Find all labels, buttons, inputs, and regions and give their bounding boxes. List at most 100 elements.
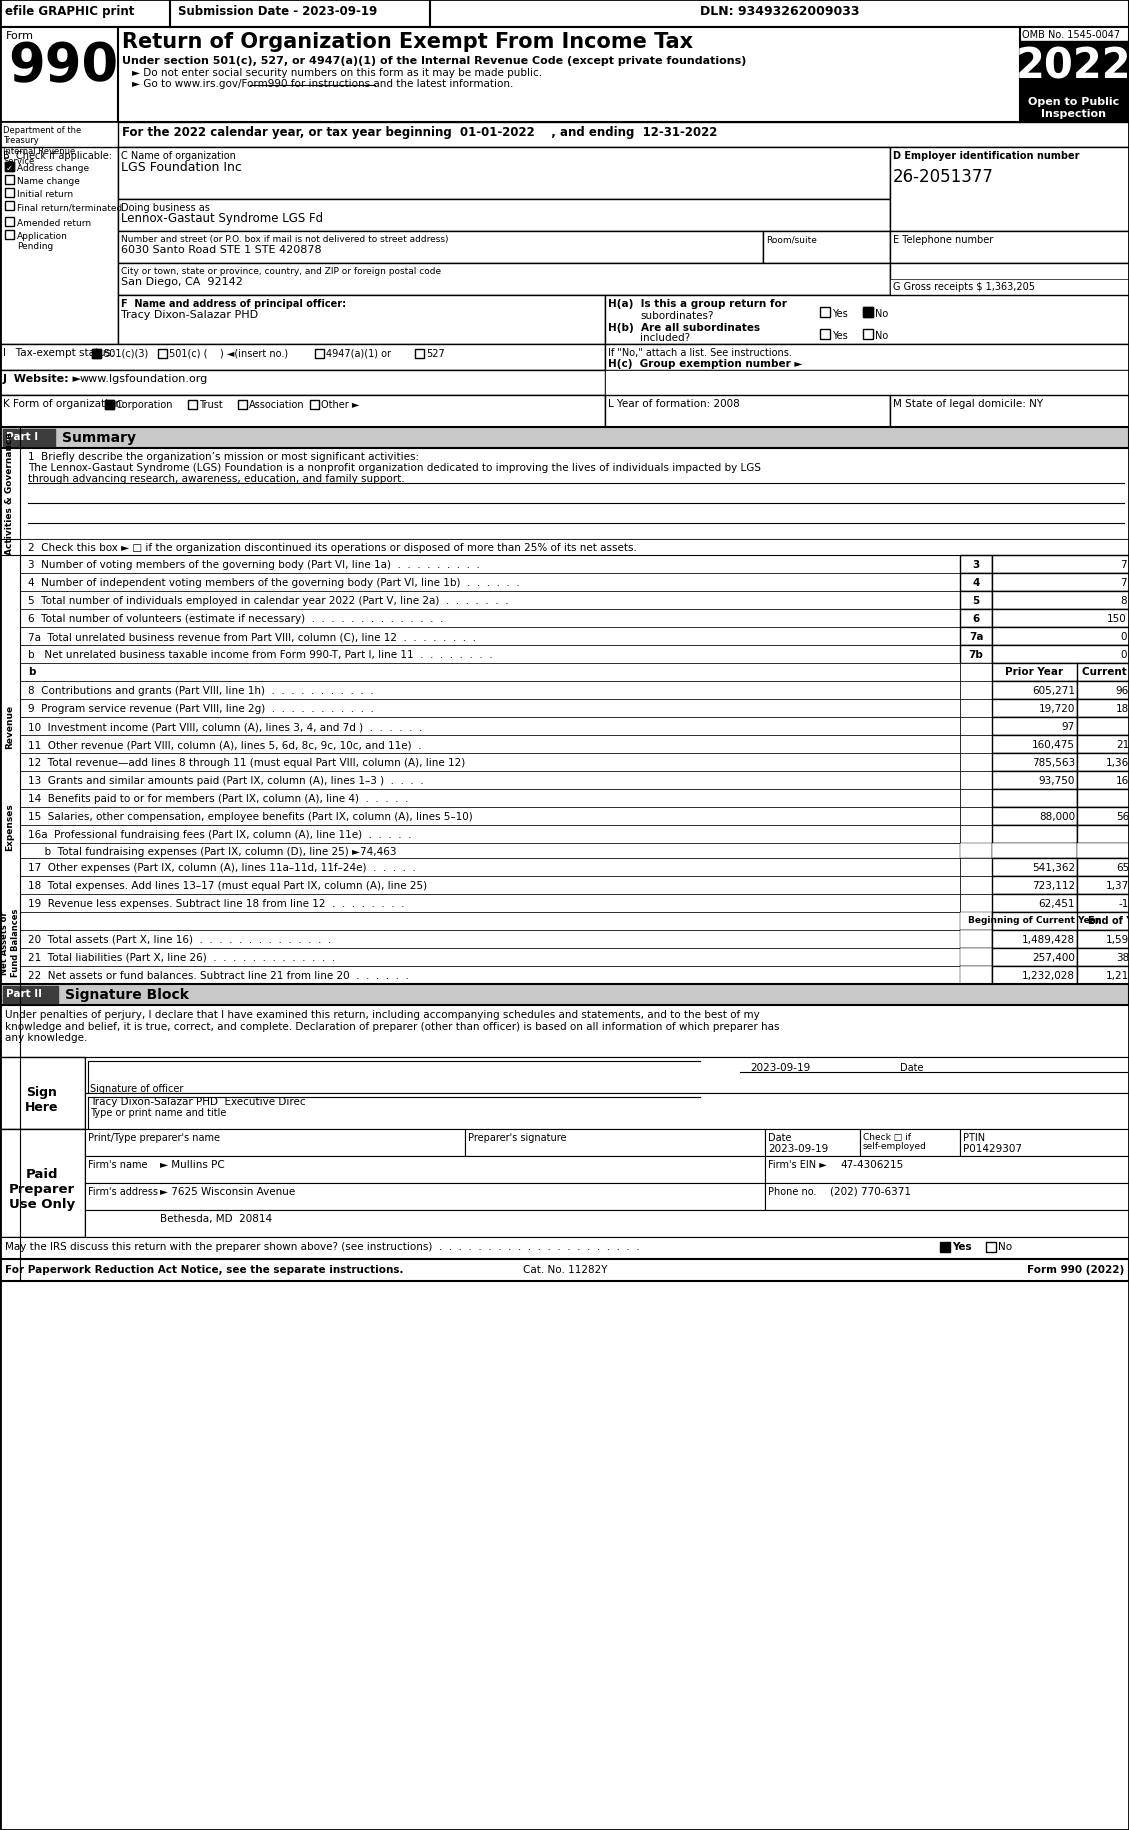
Bar [960,717,992,736]
Text: 18  Total expenses. Add lines 13–17 (must equal Part IX, column (A), line 25): 18 Total expenses. Add lines 13–17 (must… [28,880,427,891]
Text: 3  Number of voting members of the governing body (Part VI, line 1a)  .  .  .  .: 3 Number of voting members of the govern… [28,560,480,569]
Bar [992,591,1129,609]
Text: D Employer identification number: D Employer identification number [893,150,1079,161]
Text: 13  Grants and similar amounts paid (Part IX, column (A), lines 1–3 )  .  .  .  : 13 Grants and similar amounts paid (Part… [28,776,423,785]
Bar [1077,948,1129,966]
Text: Final return/terminated: Final return/terminated [17,203,122,212]
Text: Date: Date [900,1063,924,1072]
Text: Print/Type preparer's name: Print/Type preparer's name [88,1133,220,1142]
Text: Amended return: Amended return [17,220,91,229]
Text: May the IRS discuss this return with the preparer shown above? (see instructions: May the IRS discuss this return with the… [5,1241,640,1252]
Text: Corporation: Corporation [116,399,174,410]
Bar [1077,930,1129,948]
Text: 8: 8 [1120,597,1127,606]
Text: 161,594: 161,594 [1115,776,1129,785]
Bar [3,430,55,447]
Bar [20,913,960,930]
Text: through advancing research, awareness, education, and family support.: through advancing research, awareness, e… [28,474,404,483]
Text: 182,895: 182,895 [1115,703,1129,714]
Bar [189,401,196,410]
Bar [105,401,114,410]
Text: C Name of organization: C Name of organization [121,150,236,161]
Text: 1,363,205: 1,363,205 [1106,758,1129,767]
Text: 7a: 7a [969,631,983,642]
Bar [20,825,960,844]
Text: 501(c) (    ) ◄(insert no.): 501(c) ( ) ◄(insert no.) [169,350,288,359]
Bar [960,736,992,754]
Bar [890,395,1129,428]
Bar [992,681,1077,699]
Bar [605,371,1129,395]
Text: F  Name and address of principal officer:: F Name and address of principal officer: [121,298,347,309]
Text: 15  Salaries, other compensation, employee benefits (Part IX, column (A), lines : 15 Salaries, other compensation, employe… [28,811,473,822]
Text: E Telephone number: E Telephone number [893,234,994,245]
Text: 9  Program service revenue (Part VIII, line 2g)  .  .  .  .  .  .  .  .  .  .  .: 9 Program service revenue (Part VIII, li… [28,703,374,714]
Text: efile GRAPHIC print: efile GRAPHIC print [5,5,134,18]
Bar [605,344,1129,371]
Text: self-employed: self-employed [863,1142,927,1151]
Bar [1077,858,1129,877]
Text: (202) 770-6371: (202) 770-6371 [830,1186,911,1197]
Bar [992,895,1077,913]
Text: PTIN: PTIN [963,1133,986,1142]
Text: Signature of officer: Signature of officer [90,1083,183,1093]
Text: 93,750: 93,750 [1039,776,1075,785]
Bar [20,699,960,717]
Bar [960,807,992,825]
Text: Beginning of Current Year: Beginning of Current Year [968,915,1100,924]
Bar [315,350,324,359]
Bar [20,540,1129,556]
Bar [20,573,960,591]
Bar [5,188,14,198]
Bar [0,1129,85,1237]
Text: Part I: Part I [6,432,38,441]
Text: San Diego, CA  92142: San Diego, CA 92142 [121,276,243,287]
Text: For the 2022 calendar year, or tax year beginning  01-01-2022    , and ending  1: For the 2022 calendar year, or tax year … [122,126,717,139]
Bar [20,948,960,966]
Text: H(c)  Group exemption number ►: H(c) Group exemption number ► [609,359,803,370]
Bar [1077,754,1129,772]
Text: 5  Total number of individuals employed in calendar year 2022 (Part V, line 2a) : 5 Total number of individuals employed i… [28,597,508,606]
Text: 2022: 2022 [1016,46,1129,88]
Text: b  Total fundraising expenses (Part IX, column (D), line 25) ►74,463: b Total fundraising expenses (Part IX, c… [38,847,396,856]
Bar [1077,825,1129,844]
Bar [91,350,100,359]
Bar [20,736,960,754]
Text: Tracy Dixon-Salazar PHD: Tracy Dixon-Salazar PHD [121,309,259,320]
Text: subordinates?: subordinates? [640,311,714,320]
Text: Check □ if: Check □ if [863,1133,911,1142]
Text: ► Do not enter social security numbers on this form as it may be made public.: ► Do not enter social security numbers o… [132,68,542,79]
Text: 7a  Total unrelated business revenue from Part VIII, column (C), line 12  .  .  : 7a Total unrelated business revenue from… [28,631,476,642]
Bar [960,628,992,646]
Text: G Gross receipts $ 1,363,205: G Gross receipts $ 1,363,205 [893,282,1035,291]
Text: Yes: Yes [952,1241,972,1252]
Bar [0,1058,85,1129]
Text: Trust: Trust [199,399,222,410]
Text: 1,489,428: 1,489,428 [1022,935,1075,944]
Bar [763,232,890,264]
Bar [960,895,992,913]
Text: B  Check if applicable:: B Check if applicable: [3,150,112,161]
Text: 0: 0 [1120,631,1127,642]
Bar [20,895,960,913]
Text: 541,362: 541,362 [1032,862,1075,873]
Bar [20,772,960,789]
Text: 22  Net assets or fund balances. Subtract line 21 from line 20  .  .  .  .  .  .: 22 Net assets or fund balances. Subtract… [28,970,409,981]
Text: I   Tax-exempt status:: I Tax-exempt status: [3,348,115,359]
Bar [863,329,873,340]
Text: Bethesda, MD  20814: Bethesda, MD 20814 [160,1213,272,1222]
Bar [960,930,992,948]
Text: 6: 6 [972,613,980,624]
Bar [0,395,605,428]
Text: Number and street (or P.O. box if mail is not delivered to street address): Number and street (or P.O. box if mail i… [121,234,448,243]
Text: 210,205: 210,205 [1117,739,1129,750]
Text: Cat. No. 11282Y: Cat. No. 11282Y [523,1265,607,1274]
Text: Activities & Governance: Activities & Governance [6,432,15,554]
Text: Firm's name: Firm's name [88,1160,148,1169]
Bar [1077,717,1129,736]
Text: 1,379,227: 1,379,227 [1106,880,1129,891]
Bar [119,264,890,296]
Text: 501(c)(3): 501(c)(3) [103,350,148,359]
Bar [992,844,1077,858]
Text: Under section 501(c), 527, or 4947(a)(1) of the Internal Revenue Code (except pr: Under section 501(c), 527, or 4947(a)(1)… [122,57,746,66]
